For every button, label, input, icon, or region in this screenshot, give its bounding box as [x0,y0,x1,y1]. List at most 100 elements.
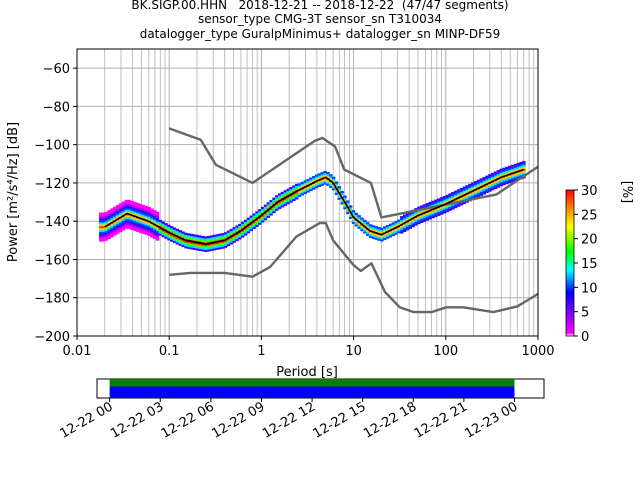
heatmap-cell [377,238,381,241]
heatmap-cell [172,238,177,242]
heatmap-cell [121,222,126,225]
heatmap-cell [121,205,126,208]
heatmap-cell [385,228,390,232]
heatmap-cell [309,177,313,180]
heatmap-cell [161,229,165,232]
heatmap-cell [104,215,109,218]
heatmap-cell [195,248,200,251]
heatmap-cell [437,200,441,203]
heatmap-cell [99,239,103,242]
heatmap-cell [201,243,205,246]
heatmap-cell [201,249,205,252]
heatmap-cell [377,227,381,230]
heatmap-cell [522,160,526,164]
heatmap-cell [448,199,452,202]
heatmap-cell [442,205,447,208]
heatmap-cell [451,203,455,206]
heatmap-cell [277,193,282,196]
heatmap-cell [104,223,109,226]
heatmap-cell [283,203,288,206]
heatmap-cell [499,170,503,173]
heatmap-cell [238,227,242,230]
heatmap-cell [175,236,180,239]
heatmap-cell [343,205,347,208]
heatmap-cell [204,242,208,245]
heatmap-cell [428,217,432,220]
heatmap-cell [331,178,336,181]
heatmap-cell [263,204,268,207]
heatmap-cell [198,244,202,248]
heatmap-cell [243,231,248,234]
heatmap-cell [110,225,114,228]
heatmap-cell [170,237,174,240]
heatmap-cell [314,178,319,181]
heatmap-cell [488,176,492,179]
heatmap-cell [116,206,120,210]
heatmap-cell [312,177,316,181]
heatmap-cell [385,226,390,230]
heatmap-cell [380,237,384,240]
heatmap-cell [152,221,157,224]
heatmap-cell [224,241,228,244]
heatmap-cell [479,178,484,181]
heatmap-cell [252,226,256,230]
heatmap-cell [340,198,344,201]
heatmap-cell [138,219,143,222]
heatmap-cell [320,174,324,177]
heatmap-cell [170,235,174,238]
heatmap-cell [144,226,148,230]
heatmap-cell [439,206,444,209]
heatmap-cell [303,189,307,193]
heatmap-cell [292,189,296,192]
heatmap-cell [110,212,114,215]
heatmap-cell [269,203,273,206]
heatmap-cell [184,244,188,247]
heatmap-cell [138,207,143,210]
heatmap-cell [167,232,171,235]
heatmap-cell [368,228,373,231]
timeline-bar-blue [109,386,515,398]
heatmap-cell [431,210,435,213]
heatmap-cell [255,215,259,218]
heatmap-cell [133,228,137,231]
heatmap-cell [175,238,180,241]
heatmap-cell [471,186,475,189]
heatmap-cell [502,171,506,174]
heatmap-cell [127,211,131,214]
heatmap-cell [189,235,194,238]
heatmap-cell [482,192,486,195]
heatmap-cell [513,169,518,172]
heatmap-cell [124,218,128,222]
heatmap-cell [113,223,117,227]
heatmap-cell [141,225,146,229]
heatmap-cell [442,201,447,204]
heatmap-cell [334,183,339,186]
heatmap-cell [215,241,219,245]
heatmap-cell [189,241,194,244]
heatmap-cell [295,195,299,198]
heatmap-cell [130,218,134,221]
heatmap-cell [155,211,160,214]
heatmap-cell [226,240,231,243]
heatmap-cell [198,237,202,240]
heatmap-cell [289,198,293,201]
heatmap-cell [124,215,128,218]
heatmap-cell [121,220,126,223]
heatmap-cell [320,172,324,175]
heatmap-cell [323,170,327,174]
heatmap-cell [147,229,151,233]
heatmap-cell [408,220,413,224]
heatmap-cell [99,220,103,223]
heatmap-cell [167,230,171,233]
heatmap-cell [178,235,182,239]
heatmap-cell [431,200,435,203]
heatmap-cell [326,179,330,182]
heatmap-cell [499,184,503,187]
heatmap-cell [411,219,415,222]
heatmap-cell [218,241,222,244]
heatmap-cell [104,228,109,232]
heatmap-cell [155,226,160,230]
heatmap-cell [110,215,114,219]
heatmap-cell [135,221,140,225]
heatmap-cell [508,181,512,184]
